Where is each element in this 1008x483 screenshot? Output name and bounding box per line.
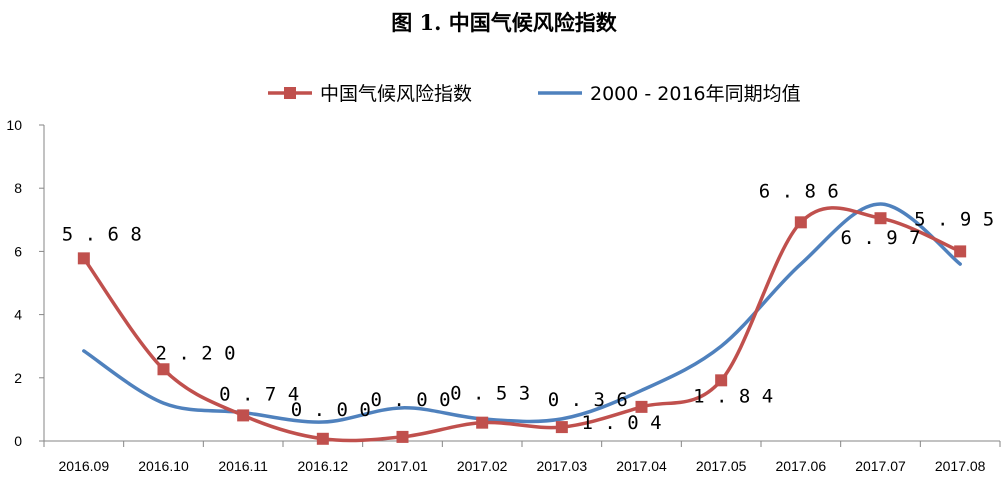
x-tick-label: 2016.10 [138, 458, 189, 474]
legend-item-average: 2000 - 2016年同期均值 [538, 83, 801, 105]
x-tick-label: 2017.08 [935, 458, 986, 474]
series-line-index [82, 206, 962, 443]
x-tick-label: 2016.11 [218, 458, 268, 474]
y-tick-label: 10 [6, 117, 22, 133]
legend-label-index: 中国气候风险指数 [320, 83, 472, 105]
x-tick-label: 2017.05 [696, 458, 747, 474]
x-tick-label: 2017.04 [616, 458, 667, 474]
x-tick-label: 2016.12 [298, 458, 349, 474]
data-label: 5 . 9 5 [914, 208, 994, 230]
data-label: 5 . 6 8 [62, 223, 142, 245]
y-tick-label: 0 [14, 433, 22, 449]
chart-title: 图 1. 中国气候风险指数 [391, 10, 618, 35]
x-tick-label: 2017.02 [457, 458, 508, 474]
data-label: 0 . 7 4 [219, 383, 299, 405]
data-label: 0 . 3 6 [548, 389, 628, 411]
y-tick-label: 4 [14, 307, 22, 323]
data-label: 0 . 0 0 [370, 389, 450, 411]
data-label: 6 . 8 6 [759, 180, 839, 202]
legend-marker-index [284, 87, 296, 99]
y-tick-label: 2 [14, 370, 22, 386]
data-point-marker [77, 252, 90, 265]
y-ticks: 0 2 4 6 8 10 [6, 117, 44, 449]
data-point-marker [555, 421, 568, 434]
data-point-marker [794, 216, 807, 229]
data-label: 1 . 8 4 [693, 385, 773, 407]
x-tick-label: 2017.06 [776, 458, 827, 474]
y-tick-label: 6 [14, 243, 22, 259]
series-layer [77, 202, 967, 445]
y-tick-label: 8 [14, 180, 22, 196]
legend-item-index: 中国气候风险指数 [268, 83, 472, 105]
data-label: 0 . 5 3 [450, 383, 530, 405]
data-point-marker [476, 416, 489, 429]
x-tick-label: 2017.07 [855, 458, 906, 474]
legend-label-average: 2000 - 2016年同期均值 [590, 83, 801, 105]
data-point-marker [316, 432, 329, 445]
data-point-marker [157, 363, 170, 376]
data-point-marker [715, 374, 728, 387]
x-tick-label: 2017.01 [377, 458, 428, 474]
data-label: 2 . 2 0 [155, 342, 235, 364]
data-label: 0 . 0 0 [291, 399, 371, 421]
x-tick-label: 2016.09 [59, 458, 110, 474]
data-label: 1 . 0 4 [581, 412, 661, 434]
x-tick-label: 2017.03 [537, 458, 588, 474]
data-point-marker [396, 430, 409, 443]
data-point-marker [954, 245, 967, 258]
data-point-marker [635, 400, 648, 413]
x-ticks: 2016.09 2016.10 2016.11 2016.12 2017.01 2017.… [43, 441, 1001, 474]
data-point-marker [874, 212, 887, 225]
legend: 中国气候风险指数 2000 - 2016年同期均值 [268, 83, 801, 105]
data-point-marker [237, 409, 250, 422]
data-label: 6 . 9 7 [840, 227, 920, 249]
